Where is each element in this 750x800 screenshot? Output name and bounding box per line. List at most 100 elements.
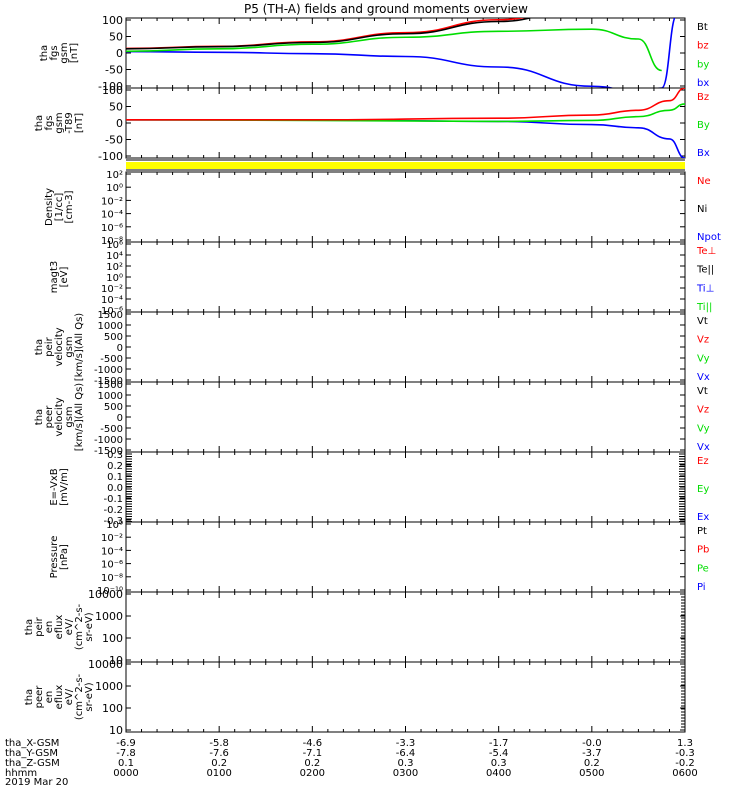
y-tick-label: 500 (104, 402, 123, 413)
y-axis-title-line: tha (34, 339, 45, 355)
y-tick-label: 10⁻⁴ (101, 546, 123, 557)
footer-row-label: 2019 Mar 20 (5, 777, 68, 788)
y-axis-title-line: gsm (64, 406, 75, 427)
panel-frame (125, 241, 686, 313)
series-line-bz (126, 88, 685, 121)
series-line-bx (126, 18, 676, 88)
y-tick-label: 1000 (95, 610, 123, 623)
y-axis-title-line: [mV/m] (59, 468, 70, 506)
y-tick-label: -1000 (94, 365, 123, 376)
y-tick-label: -50 (105, 64, 123, 77)
y-tick-label: 50 (109, 31, 123, 44)
y-tick-label: 10⁻⁸ (101, 236, 123, 247)
footer-value: 0200 (300, 768, 325, 779)
footer-value: 0100 (206, 768, 231, 779)
y-axis-title-line: sr-eV) (84, 612, 95, 641)
footer-value: -6.9 (116, 738, 136, 749)
legend-ne: Ne (697, 176, 711, 187)
y-axis-title-line: peir (44, 336, 55, 356)
legend-ey: Ey (697, 484, 709, 495)
y-axis-title-line: tha (24, 619, 35, 635)
status-bar-fill (126, 162, 685, 169)
footer-value: -4.6 (303, 738, 323, 749)
legend-vz: Vz (697, 405, 709, 416)
panel-frame (125, 661, 686, 733)
footer-row-label: hhmm (5, 768, 37, 779)
footer-value: 0400 (486, 768, 511, 779)
footer-value: 0.1 (118, 758, 134, 769)
footer-value: -5.4 (489, 748, 509, 759)
y-axis-title-line: fgs (44, 115, 55, 130)
y-axis-title-line: tha (34, 409, 45, 425)
y-tick-label: 10⁻² (101, 533, 123, 544)
y-tick-label: 1500 (98, 310, 123, 321)
footer-value: -0.0 (582, 738, 602, 749)
panel-frame (125, 381, 686, 453)
y-axis-title-line: tha (24, 689, 35, 705)
y-axis-title-line: peer (34, 685, 45, 709)
footer-value: -5.8 (209, 738, 229, 749)
footer-value: 0.2 (584, 758, 600, 769)
panel-7: 0.30.20.10.0-0.1-0.2-0.3 E=-VxB [mV/m] Ez Ey… (49, 450, 709, 527)
y-tick-label: -100 (98, 150, 123, 163)
y-tick-label: -0.3 (103, 516, 123, 527)
footer-value: -7.6 (209, 748, 229, 759)
y-axis-title-line: (cm^2-s- (74, 603, 85, 650)
panel-frame (125, 87, 686, 159)
panel-frame (125, 521, 686, 593)
legend-vz: Vz (697, 335, 709, 346)
y-tick-label: 1000 (98, 391, 123, 402)
series-lines (126, 88, 685, 158)
y-tick-label: -1500 (94, 446, 123, 457)
y-tick-label: 10⁰ (106, 273, 123, 284)
footer-value: -3.7 (582, 748, 602, 759)
y-axis-title-line: Density (44, 188, 55, 226)
y-axis-title-line: (cm^2-s- (74, 673, 85, 720)
legend-ni: Ni (697, 204, 707, 215)
panel-x-ticks (125, 242, 686, 312)
panel-x-ticks (125, 452, 686, 522)
legend-pt: Pt (697, 526, 707, 537)
legend-bz: Bz (697, 92, 709, 103)
y-axis-title-line: peir (34, 616, 45, 636)
y-axis-title-line: sr-eV) (84, 682, 95, 711)
y-tick-label: 10⁴ (106, 251, 123, 262)
y-tick-label: 1000 (95, 680, 123, 693)
y-axis-title-line: fgs (49, 45, 60, 60)
y-tick-label: 0 (116, 47, 123, 60)
y-tick-label: 10⁶ (106, 240, 123, 251)
y-tick-label: 10⁻⁴ (101, 210, 123, 221)
footer-value: 0.3 (491, 758, 507, 769)
y-tick-label: 10⁻⁸ (101, 573, 123, 584)
panel-frame (125, 591, 686, 663)
y-axis-title-line: magt3 (49, 261, 60, 294)
y-tick-label: 100 (102, 84, 123, 97)
y-axis-title-line: [km/s](All Qs) (74, 383, 85, 451)
y-axis-title-line: tha (39, 45, 50, 61)
y-tick-label: -500 (100, 424, 123, 435)
legend-by: by (697, 59, 709, 70)
footer-value: 0000 (113, 768, 138, 779)
y-tick-label: 10⁻⁶ (101, 223, 123, 234)
y-axis-title-line: -T89 (64, 112, 75, 134)
footer-row-label: tha_Y-GSM (5, 748, 58, 759)
series-line-bt (126, 18, 533, 50)
y-tick-label: 10⁻⁶ (101, 306, 123, 317)
chart-title: P5 (TH-A) fields and ground moments over… (244, 2, 528, 16)
y-tick-label: 10⁰ (106, 183, 123, 194)
y-axis-title-line: [eV] (59, 267, 70, 288)
panel-1: 100 50 0 -50 -100 tha fgs gsm [nT] Bt bz by bx (39, 14, 709, 93)
legend-te-: Te|| (696, 265, 714, 276)
y-tick-label: 0.2 (107, 461, 123, 472)
legend-by: By (697, 120, 710, 131)
y-tick-label: 10⁻² (101, 284, 123, 295)
legend-bx: bx (697, 78, 709, 89)
footer-value: 0600 (672, 768, 697, 779)
y-axis-title-line: peer (44, 405, 55, 429)
y-tick-label: 100 (102, 632, 123, 645)
legend-ti-: Ti⊥ (696, 283, 714, 294)
panel-x-ticks (125, 522, 686, 592)
legend-pb: Pb (697, 545, 709, 556)
